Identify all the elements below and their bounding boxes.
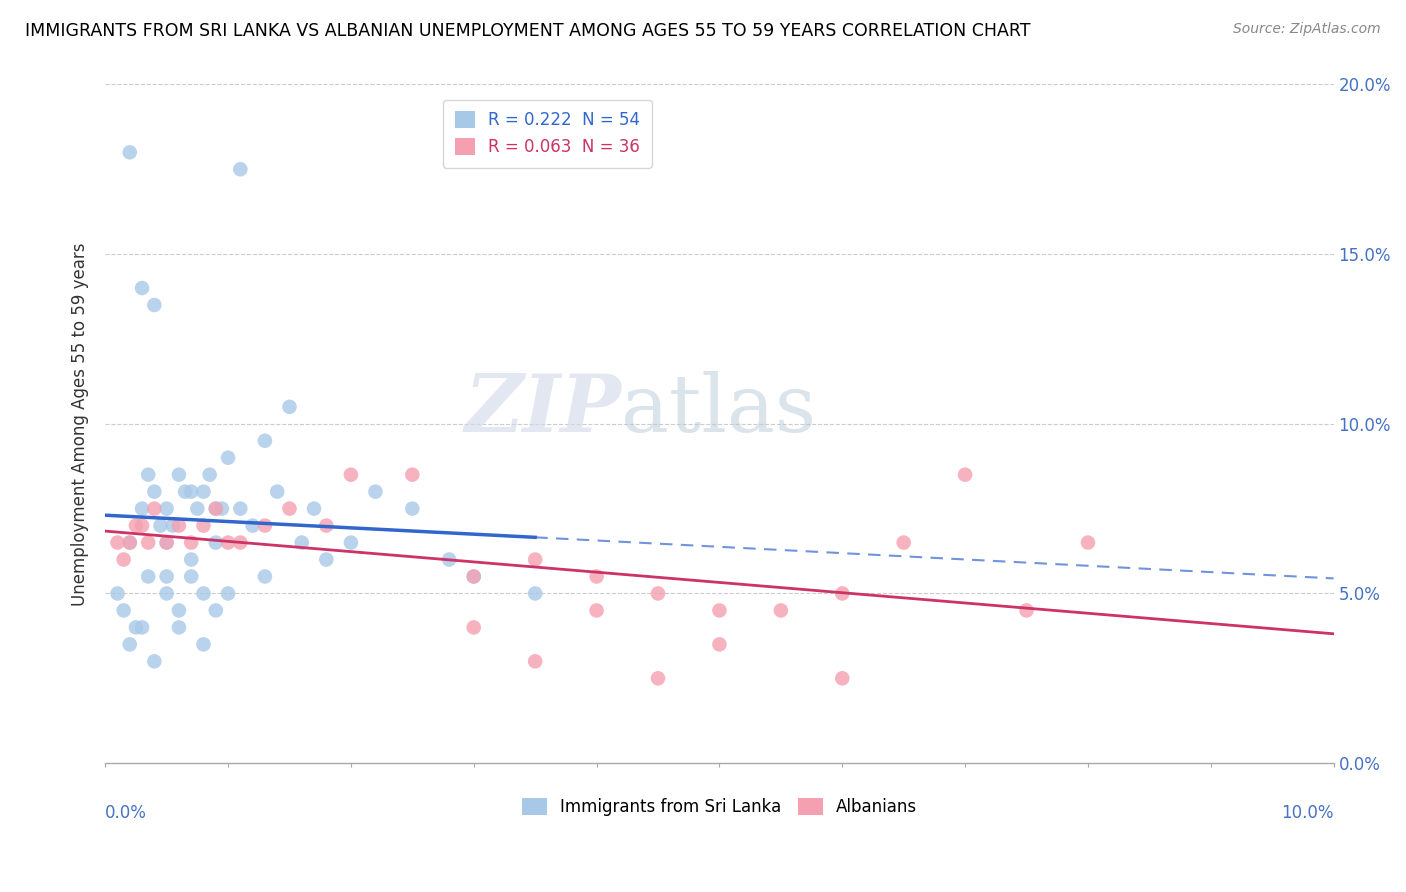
Point xyxy=(253,434,276,448)
Point xyxy=(278,400,301,414)
Point xyxy=(585,603,607,617)
Text: 0.0%: 0.0% xyxy=(105,804,148,822)
Point xyxy=(463,620,485,634)
Point xyxy=(174,484,197,499)
Point xyxy=(156,535,179,549)
Point xyxy=(136,569,159,583)
Point xyxy=(193,484,215,499)
Point xyxy=(266,484,288,499)
Legend: Immigrants from Sri Lanka, Albanians: Immigrants from Sri Lanka, Albanians xyxy=(515,791,924,822)
Point xyxy=(340,467,363,482)
Point xyxy=(112,552,135,566)
Point xyxy=(769,603,792,617)
Point xyxy=(125,518,148,533)
Point xyxy=(315,552,337,566)
Point xyxy=(647,671,669,685)
Point xyxy=(112,603,135,617)
Point xyxy=(136,535,159,549)
Point xyxy=(463,569,485,583)
Point xyxy=(136,467,159,482)
Point xyxy=(167,518,190,533)
Point xyxy=(401,501,423,516)
Point xyxy=(1015,603,1038,617)
Point xyxy=(647,586,669,600)
Point xyxy=(709,603,731,617)
Text: Source: ZipAtlas.com: Source: ZipAtlas.com xyxy=(1233,22,1381,37)
Point xyxy=(149,518,172,533)
Point xyxy=(125,620,148,634)
Point xyxy=(253,518,276,533)
Point xyxy=(211,501,233,516)
Text: 10.0%: 10.0% xyxy=(1281,804,1334,822)
Text: IMMIGRANTS FROM SRI LANKA VS ALBANIAN UNEMPLOYMENT AMONG AGES 55 TO 59 YEARS COR: IMMIGRANTS FROM SRI LANKA VS ALBANIAN UN… xyxy=(25,22,1031,40)
Point xyxy=(217,450,239,465)
Point xyxy=(524,552,547,566)
Point xyxy=(198,467,221,482)
Point xyxy=(253,569,276,583)
Point xyxy=(156,535,179,549)
Point xyxy=(217,586,239,600)
Point xyxy=(585,569,607,583)
Point xyxy=(131,518,153,533)
Y-axis label: Unemployment Among Ages 55 to 59 years: Unemployment Among Ages 55 to 59 years xyxy=(72,242,89,606)
Point xyxy=(143,298,166,312)
Point xyxy=(131,620,153,634)
Point xyxy=(340,535,363,549)
Point xyxy=(315,518,337,533)
Point xyxy=(143,501,166,516)
Point xyxy=(204,501,226,516)
Point xyxy=(291,535,314,549)
Point xyxy=(156,586,179,600)
Point xyxy=(278,501,301,516)
Point xyxy=(831,671,853,685)
Point xyxy=(143,654,166,668)
Point xyxy=(437,552,460,566)
Point xyxy=(118,535,141,549)
Point xyxy=(162,518,184,533)
Point xyxy=(709,637,731,651)
Point xyxy=(953,467,976,482)
Point xyxy=(893,535,915,549)
Point xyxy=(524,586,547,600)
Point xyxy=(156,501,179,516)
Point xyxy=(131,501,153,516)
Point xyxy=(118,637,141,651)
Point xyxy=(229,501,252,516)
Point xyxy=(180,569,202,583)
Point xyxy=(463,569,485,583)
Point xyxy=(107,586,129,600)
Point xyxy=(180,552,202,566)
Point xyxy=(118,535,141,549)
Text: ZIP: ZIP xyxy=(464,371,621,449)
Point xyxy=(107,535,129,549)
Point xyxy=(204,535,226,549)
Point xyxy=(193,518,215,533)
Point xyxy=(180,535,202,549)
Point xyxy=(131,281,153,295)
Point xyxy=(831,586,853,600)
Point xyxy=(242,518,264,533)
Point xyxy=(193,637,215,651)
Point xyxy=(1077,535,1099,549)
Point xyxy=(118,145,141,160)
Point xyxy=(204,501,226,516)
Point xyxy=(167,620,190,634)
Point xyxy=(204,603,226,617)
Point xyxy=(229,535,252,549)
Point xyxy=(186,501,208,516)
Point xyxy=(167,467,190,482)
Point xyxy=(302,501,325,516)
Point xyxy=(524,654,547,668)
Point xyxy=(143,484,166,499)
Point xyxy=(401,467,423,482)
Text: atlas: atlas xyxy=(621,371,817,450)
Point xyxy=(167,603,190,617)
Point xyxy=(229,162,252,177)
Point xyxy=(193,586,215,600)
Point xyxy=(156,569,179,583)
Point xyxy=(180,484,202,499)
Point xyxy=(217,535,239,549)
Point xyxy=(364,484,387,499)
